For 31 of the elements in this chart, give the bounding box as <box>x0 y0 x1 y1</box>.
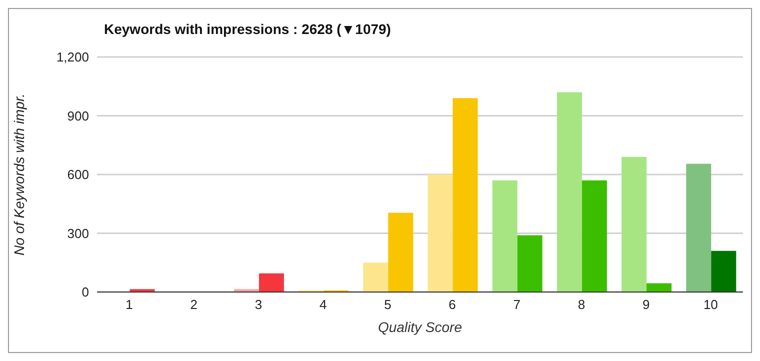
bar <box>363 262 388 292</box>
x-tick-label: 7 <box>513 297 521 312</box>
bar <box>582 180 607 292</box>
y-tick-label: 1,200 <box>56 50 89 65</box>
x-tick-label: 1 <box>126 297 133 312</box>
x-tick-label: 10 <box>703 297 718 312</box>
x-tick-label: 4 <box>319 297 327 312</box>
bar <box>646 283 672 292</box>
chart-title: Keywords with impressions : 2628 (▼1079) <box>104 21 391 37</box>
y-axis-title: No of Keywords with impr. <box>10 93 27 256</box>
bar <box>686 164 712 292</box>
bar <box>452 98 478 292</box>
y-tick-label: 900 <box>67 108 89 124</box>
bar <box>428 174 453 292</box>
x-tick-label: 9 <box>642 297 650 312</box>
y-tick-label: 0 <box>82 284 89 300</box>
x-tick-label: 8 <box>578 297 586 312</box>
x-axis-title: Quality Score <box>378 319 462 335</box>
bar <box>517 235 542 292</box>
x-tick-label: 5 <box>384 297 392 312</box>
bar <box>556 92 582 292</box>
x-tick-label: 2 <box>190 297 198 312</box>
bar <box>492 180 518 292</box>
y-tick-label: 300 <box>67 226 89 241</box>
bar <box>258 273 284 292</box>
bar <box>622 156 647 292</box>
x-tick-label: 3 <box>254 297 262 312</box>
bar <box>711 250 736 292</box>
bar <box>388 212 414 292</box>
x-tick-label: 6 <box>448 297 456 312</box>
y-tick-label: 600 <box>67 167 89 182</box>
